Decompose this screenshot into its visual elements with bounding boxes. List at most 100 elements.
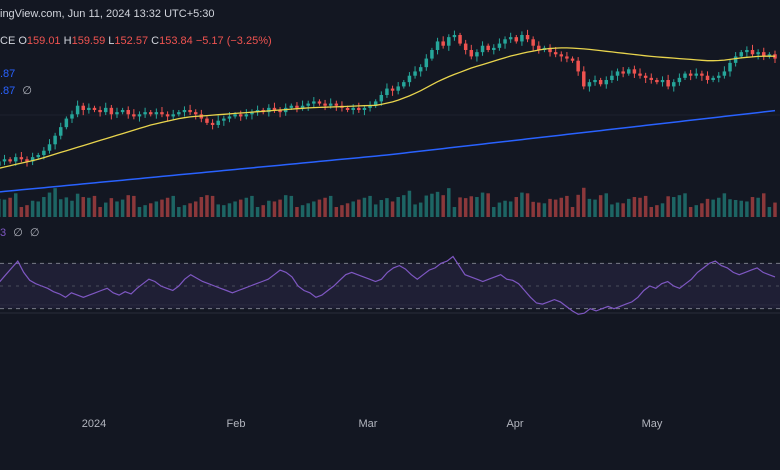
candle-body — [345, 107, 350, 110]
volume-bar — [728, 199, 732, 217]
candle-body — [2, 159, 7, 162]
candle-body — [598, 80, 603, 85]
candle-body — [81, 105, 85, 110]
volume-bar — [486, 193, 490, 217]
ohlc-close-value: 153.84 — [159, 35, 193, 47]
volume-bar — [722, 193, 727, 217]
volume-bar — [30, 200, 35, 217]
candle-body — [379, 95, 384, 102]
ma-yellow-line — [0, 47, 775, 169]
volume-bar — [182, 205, 187, 217]
candle-body — [193, 112, 198, 115]
candle-body — [441, 41, 445, 46]
candle-body — [711, 77, 715, 80]
volume-bar — [295, 207, 299, 217]
ohlc-open-label: CE O — [0, 35, 27, 47]
candle-body — [643, 75, 648, 78]
candle-body — [604, 80, 609, 85]
volume-bar — [36, 201, 40, 217]
candle-body — [717, 75, 721, 78]
candle-body — [677, 77, 682, 83]
candle-body — [537, 45, 541, 50]
volume-bar — [750, 197, 755, 217]
volume-bar — [553, 199, 558, 217]
volume-bar — [717, 197, 721, 217]
candle-body — [666, 80, 670, 87]
candles-layer — [0, 29, 777, 167]
ma-slow-extra: ∅ — [22, 85, 32, 97]
volume-bar — [233, 201, 237, 217]
candle-body — [160, 112, 164, 115]
candle-body — [109, 107, 114, 115]
candle-body — [688, 73, 693, 76]
candle-body — [728, 62, 732, 72]
candle-body — [227, 116, 232, 119]
rsi-extra-1: ∅ — [13, 227, 23, 239]
volume-bar — [508, 201, 513, 217]
volume-bar — [525, 193, 530, 217]
ma-slow-value: .87 — [0, 85, 16, 97]
volume-bar — [323, 197, 327, 217]
volume-bar — [368, 195, 372, 217]
volume-bar — [87, 197, 91, 217]
volume-layer — [0, 187, 777, 217]
ma-slow-legend[interactable]: .87 ∅ — [0, 84, 32, 97]
volume-bar — [705, 198, 710, 217]
volume-bar — [570, 207, 575, 217]
candle-body — [492, 47, 496, 50]
volume-bar — [621, 203, 625, 217]
volume-bar — [402, 195, 406, 217]
volume-bar — [98, 207, 102, 217]
candle-body — [413, 71, 417, 76]
candle-body — [64, 118, 69, 128]
candle-body — [306, 103, 310, 106]
volume-bar — [188, 203, 192, 217]
candle-body — [756, 52, 760, 55]
candle-body — [120, 110, 125, 113]
volume-bar — [643, 195, 648, 217]
volume-bar — [480, 192, 485, 217]
volume-bar — [683, 193, 687, 217]
candle-body — [458, 35, 462, 44]
volume-bar — [81, 197, 85, 217]
rsi-value: 3 — [0, 227, 7, 239]
candle-body — [452, 35, 457, 38]
candle-body — [115, 112, 119, 115]
volume-bar — [615, 202, 620, 217]
rsi-legend[interactable]: 3 ∅ ∅ — [0, 226, 39, 239]
volume-bar — [660, 203, 665, 217]
volume-bar — [418, 202, 423, 217]
ma-fast-legend[interactable]: .87 — [0, 68, 15, 80]
candle-body — [750, 50, 755, 55]
candle-body — [87, 107, 91, 110]
candle-body — [615, 71, 620, 76]
candle-body — [503, 39, 507, 44]
candle-body — [480, 45, 485, 53]
candle-body — [683, 73, 687, 78]
candle-body — [58, 127, 63, 136]
volume-bar — [767, 207, 772, 217]
ohlc-high-value: 159.59 — [71, 35, 106, 47]
ohlc-change-value: −5.17 (−3.25%) — [195, 35, 272, 47]
candle-body — [19, 157, 24, 160]
ohlc-high-label: H — [63, 35, 72, 47]
x-axis: 2024 Feb Mar Apr May — [82, 418, 663, 430]
volume-bar — [677, 195, 682, 217]
x-tick-label: Feb — [227, 418, 246, 430]
candle-body — [267, 107, 271, 113]
volume-bar — [610, 204, 614, 217]
volume-bar — [148, 203, 153, 217]
volume-bar — [42, 197, 46, 217]
rsi-extra-2: ∅ — [29, 227, 40, 239]
candle-body — [182, 110, 187, 113]
candle-body — [30, 157, 35, 162]
volume-bar — [458, 197, 462, 217]
candle-body — [238, 114, 243, 117]
volume-bar — [503, 200, 507, 217]
volume-bar — [582, 187, 586, 217]
volume-bar — [632, 197, 637, 217]
volume-bar — [244, 197, 249, 217]
candle-body — [250, 112, 254, 115]
candle-body — [621, 71, 625, 74]
